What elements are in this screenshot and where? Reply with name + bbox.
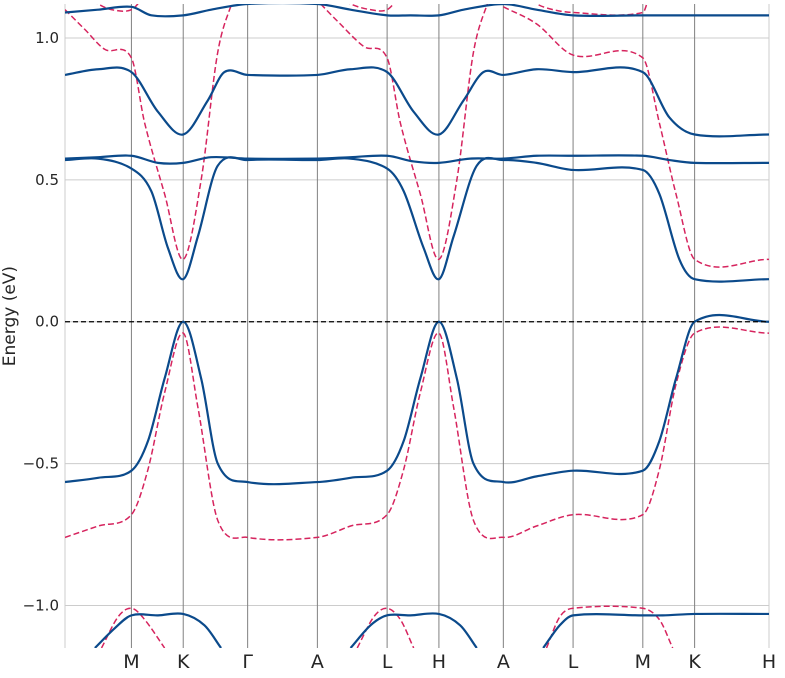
solid-band-line xyxy=(65,154,769,165)
y-axis-label: Energy (eV) xyxy=(0,266,20,366)
solid-band-line xyxy=(94,612,222,648)
solid-band-line xyxy=(65,4,769,18)
x-tick-label: M xyxy=(635,651,651,673)
solid-band-line xyxy=(65,156,769,283)
x-tick-label: K xyxy=(177,651,190,673)
dashed-band-line xyxy=(348,4,395,12)
solid-band-line xyxy=(65,66,769,138)
y-tick-label: −1.0 xyxy=(23,596,59,614)
x-tick-label: M xyxy=(123,651,139,673)
y-tick-label: 0.0 xyxy=(35,313,59,331)
dashed-band-line xyxy=(502,6,769,268)
x-tick-label: L xyxy=(382,651,393,673)
x-tick-label: K xyxy=(688,651,701,673)
plot-background xyxy=(65,4,769,648)
y-tick-labels: −1.0 −0.5 0.0 0.5 1.0 xyxy=(23,29,59,614)
solid-band-line xyxy=(542,612,769,648)
x-tick-label: H xyxy=(432,651,446,673)
solid-band-line xyxy=(65,313,769,486)
band-lines xyxy=(65,4,769,648)
solid-band-line xyxy=(349,612,478,648)
x-tick-label: Γ xyxy=(242,651,253,673)
x-tick-label: H xyxy=(762,651,776,673)
y-tick-label: 1.0 xyxy=(35,29,59,47)
dashed-band-line xyxy=(96,4,139,12)
dashed-band-line xyxy=(535,4,648,16)
y-tick-label: 0.5 xyxy=(35,171,59,189)
dashed-band-line xyxy=(320,4,489,261)
dashed-band-line xyxy=(545,605,674,648)
x-tick-label: A xyxy=(497,651,510,673)
dashed-band-line xyxy=(65,4,233,261)
x-tick-label: L xyxy=(568,651,579,673)
x-tick-label: A xyxy=(311,651,324,673)
dashed-band-line xyxy=(356,607,415,648)
dashed-band-line xyxy=(65,326,769,541)
kpoint-lines xyxy=(130,4,696,648)
y-tick-label: −0.5 xyxy=(23,455,59,473)
